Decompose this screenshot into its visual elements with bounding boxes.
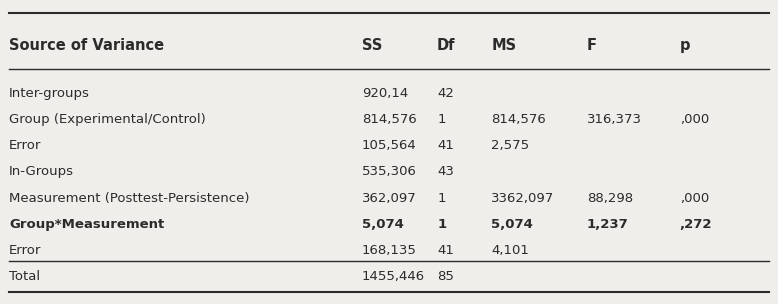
Text: ,000: ,000 [680, 113, 709, 126]
Text: Df: Df [437, 38, 456, 53]
Text: F: F [587, 38, 597, 53]
Text: 1: 1 [437, 192, 446, 205]
Text: 814,576: 814,576 [492, 113, 546, 126]
Text: 5,074: 5,074 [362, 218, 404, 231]
Text: 1455,446: 1455,446 [362, 270, 425, 283]
Text: 316,373: 316,373 [587, 113, 642, 126]
Text: In-Groups: In-Groups [9, 165, 74, 178]
Text: 814,576: 814,576 [362, 113, 416, 126]
Text: Group (Experimental/Control): Group (Experimental/Control) [9, 113, 206, 126]
Text: ,272: ,272 [680, 218, 712, 231]
Text: 5,074: 5,074 [492, 218, 533, 231]
Text: 105,564: 105,564 [362, 139, 416, 152]
Text: 168,135: 168,135 [362, 244, 417, 257]
Text: 920,14: 920,14 [362, 87, 408, 100]
Text: Inter-groups: Inter-groups [9, 87, 90, 100]
Text: Total: Total [9, 270, 40, 283]
Text: 1,237: 1,237 [587, 218, 629, 231]
Text: SS: SS [362, 38, 382, 53]
Text: 85: 85 [437, 270, 454, 283]
Text: 362,097: 362,097 [362, 192, 416, 205]
Text: 4,101: 4,101 [492, 244, 529, 257]
Text: 41: 41 [437, 244, 454, 257]
Text: Group*Measurement: Group*Measurement [9, 218, 164, 231]
Text: 535,306: 535,306 [362, 165, 417, 178]
Text: Source of Variance: Source of Variance [9, 38, 164, 53]
Text: ,000: ,000 [680, 192, 709, 205]
Text: Measurement (Posttest-Persistence): Measurement (Posttest-Persistence) [9, 192, 250, 205]
Text: MS: MS [492, 38, 517, 53]
Text: 3362,097: 3362,097 [492, 192, 555, 205]
Text: 43: 43 [437, 165, 454, 178]
Text: 41: 41 [437, 139, 454, 152]
Text: 88,298: 88,298 [587, 192, 633, 205]
Text: p: p [680, 38, 690, 53]
Text: Error: Error [9, 139, 41, 152]
Text: 1: 1 [437, 218, 447, 231]
Text: 42: 42 [437, 87, 454, 100]
Text: 2,575: 2,575 [492, 139, 530, 152]
Text: 1: 1 [437, 113, 446, 126]
Text: Error: Error [9, 244, 41, 257]
